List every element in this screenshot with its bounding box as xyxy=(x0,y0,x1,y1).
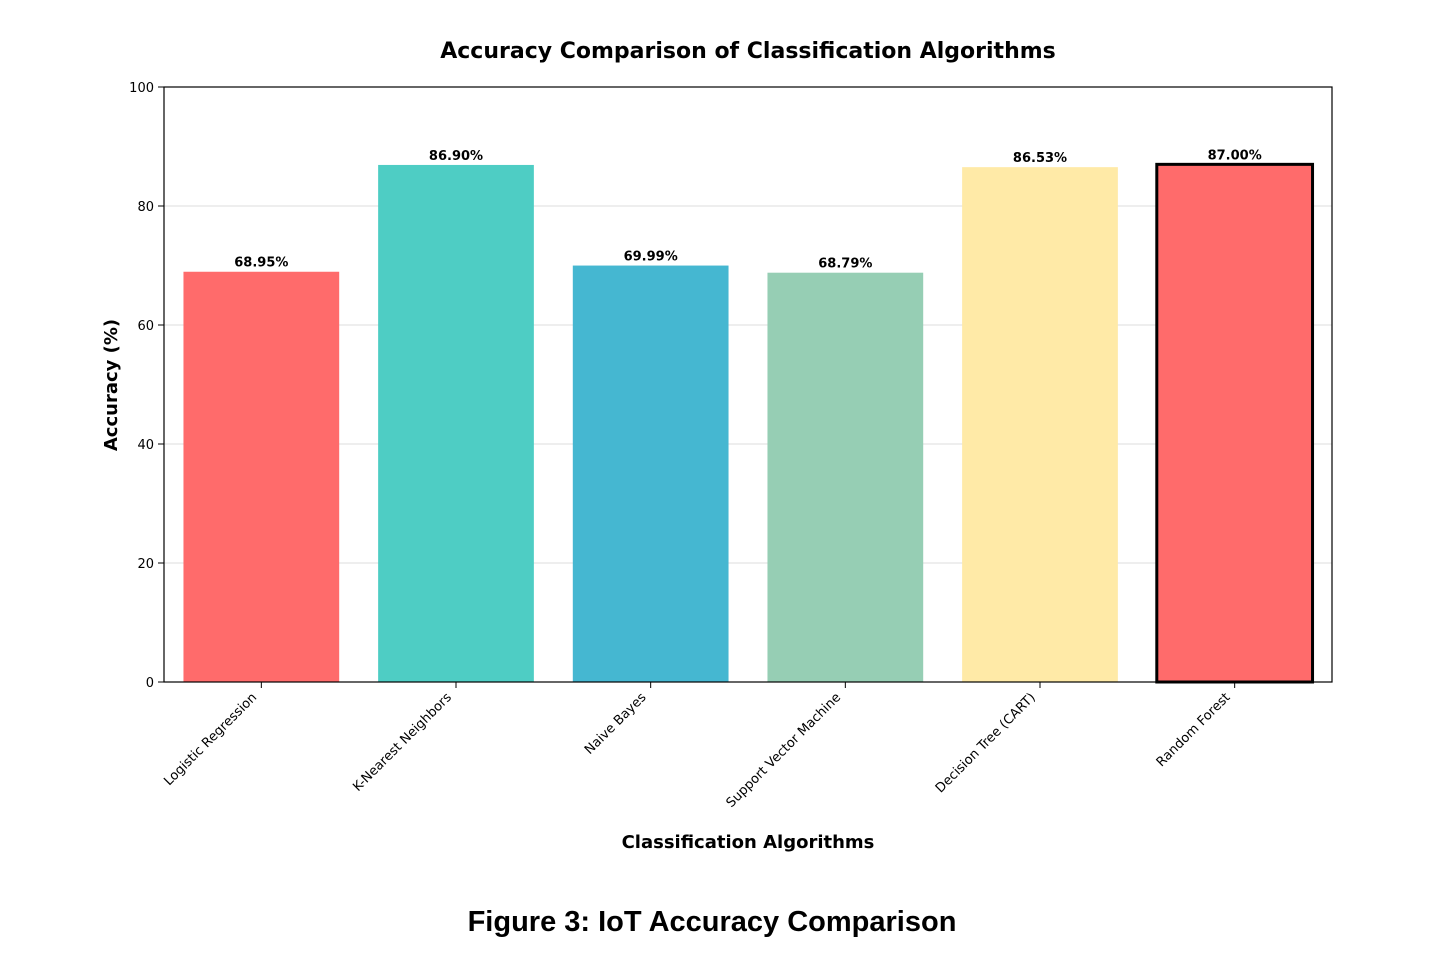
bar-chart: Accuracy Comparison of Classification Al… xyxy=(101,39,1333,853)
x-axis-ticks: Logistic Regression K-Nearest Neighbors Na… xyxy=(161,682,1236,811)
x-tick-label: Logistic Regression xyxy=(161,690,260,789)
x-tick-label: Random Forest xyxy=(1154,690,1234,770)
bar-value-label: 87.00% xyxy=(1208,148,1262,163)
x-tick-label: K-Nearest Neighbors xyxy=(350,690,455,795)
y-tick-label: 60 xyxy=(137,319,154,334)
bars xyxy=(183,162,1315,684)
bar-value-label: 86.90% xyxy=(429,149,483,164)
plot-frame xyxy=(163,86,1333,683)
bar-value-label: 68.95% xyxy=(234,256,288,271)
y-axis-ticks: 0 20 40 60 80 100 xyxy=(129,81,164,691)
bar xyxy=(183,271,340,682)
y-tick-label: 0 xyxy=(146,676,154,691)
x-tick-label: Naive Bayes xyxy=(582,690,650,758)
x-tick-label: Decision Tree (CART) xyxy=(933,690,1039,796)
bar xyxy=(378,164,534,682)
x-axis-label: Classification Algorithms xyxy=(622,832,875,853)
bar xyxy=(572,265,729,682)
x-tick-label: Support Vector Machine xyxy=(724,690,845,811)
bar-value-label: 86.53% xyxy=(1013,151,1067,166)
chart-title: Accuracy Comparison of Classification Al… xyxy=(440,39,1056,64)
figure-caption: Figure 3: IoT Accuracy Comparison xyxy=(467,906,957,938)
y-axis-label: Accuracy (%) xyxy=(101,319,122,451)
y-tick-label: 80 xyxy=(137,200,154,215)
y-tick-label: 100 xyxy=(129,81,154,96)
y-tick-label: 20 xyxy=(137,557,154,572)
data-labels: 68.95% 86.90% 69.99% 68.79% 86.53% 87.00% xyxy=(234,148,1261,271)
bar-value-label: 69.99% xyxy=(624,250,678,265)
y-tick-label: 40 xyxy=(137,438,154,453)
bar xyxy=(962,167,1118,683)
bar xyxy=(1155,162,1315,684)
bar xyxy=(767,272,924,682)
gridlines xyxy=(164,205,1332,564)
bar-value-label: 68.79% xyxy=(818,257,872,272)
